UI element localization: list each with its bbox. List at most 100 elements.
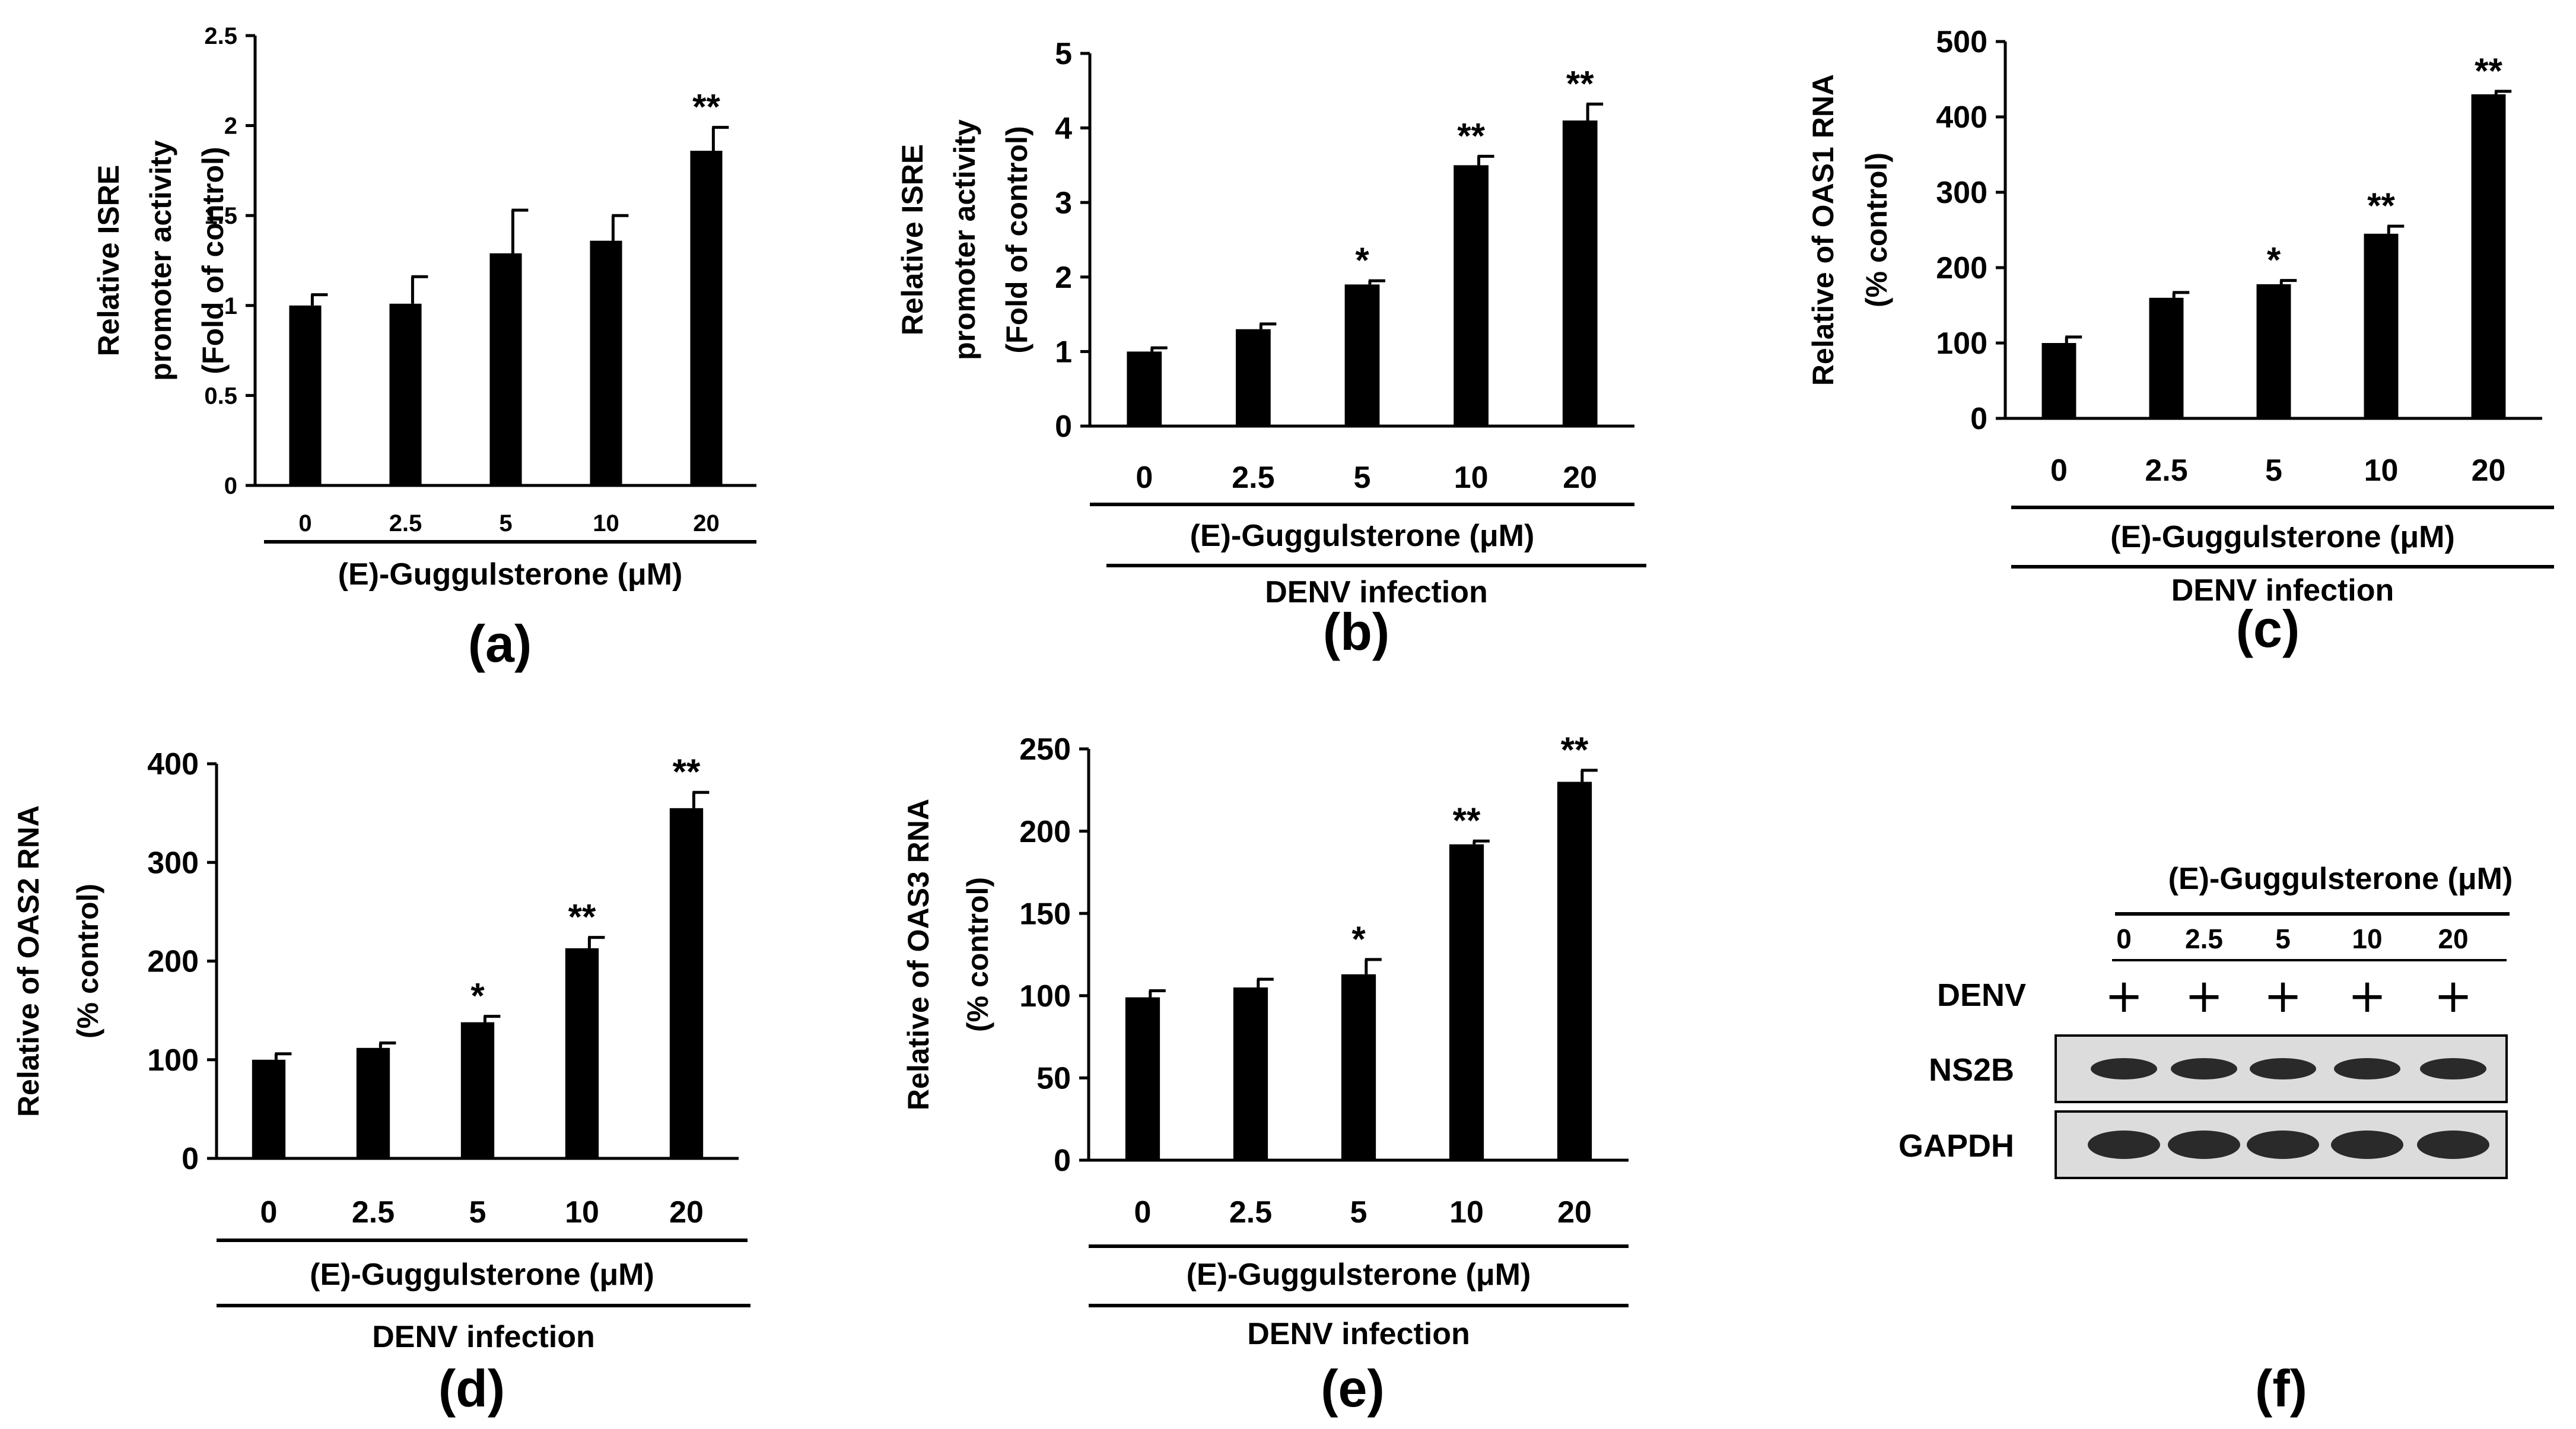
panel-label: (b) <box>1323 602 1389 661</box>
y-tick-label: 400 <box>147 747 199 782</box>
blot-band <box>2417 1131 2489 1159</box>
bar <box>1454 165 1489 426</box>
y-tick-label: 200 <box>1936 251 1987 285</box>
y-tick-label: 500 <box>1936 25 1987 59</box>
x-tick-label: 0 <box>1136 461 1153 495</box>
y-tick-label: 300 <box>1936 176 1987 210</box>
panel-a: 0 0.5 1 1.5 2 2.5 Relative ISRE promoter activi… <box>92 23 756 673</box>
bar <box>1557 782 1592 1160</box>
panel-b: 0 1 2 3 4 5 Relative ISRE promoter activity (Fol… <box>896 37 1646 661</box>
y-tick-label: 0 <box>224 473 237 499</box>
y-axis-title-line: (% control) <box>71 884 104 1039</box>
group-label: (E)-Guggulsterone (μM) <box>310 1257 654 1292</box>
y-axis-title-line: Relative ISRE <box>92 165 125 356</box>
bar <box>1125 997 1160 1160</box>
y-tick-label: 0 <box>1970 402 1987 436</box>
x-tick-label: 0 <box>1134 1195 1152 1230</box>
denv-plus-mark: + <box>2184 970 2223 1023</box>
bar <box>1127 351 1162 426</box>
x-tick-label: 10 <box>565 1195 599 1230</box>
bar <box>1449 844 1484 1160</box>
y-tick-label: 1 <box>1055 335 1072 370</box>
x-tick-label: 5 <box>2265 453 2282 488</box>
significance-mark: ** <box>1566 63 1594 103</box>
x-tick-label: 2.5 <box>352 1195 395 1230</box>
y-tick-label: 0 <box>182 1142 199 1176</box>
significance-mark: ** <box>2475 51 2502 91</box>
significance-mark: ** <box>1457 116 1485 155</box>
significance-mark: ** <box>568 897 596 937</box>
bar <box>2471 94 2506 418</box>
bar <box>2041 343 2076 418</box>
y-tick-label: 1 <box>224 293 237 319</box>
y-axis-title-line: Relative ISRE <box>896 144 929 335</box>
lane-label: 2.5 <box>2185 923 2223 954</box>
significance-mark: ** <box>1453 801 1481 840</box>
y-tick-label: 4 <box>1055 112 1072 146</box>
panel-label: (c) <box>2236 599 2300 658</box>
lane-label: 20 <box>2438 923 2468 954</box>
panel-label: (d) <box>438 1359 505 1418</box>
group-label: DENV infection <box>1247 1317 1470 1351</box>
x-tick-label: 5 <box>499 510 512 536</box>
y-tick-label: 150 <box>1019 897 1071 931</box>
bar <box>1236 329 1271 426</box>
blot-header: (E)-Guggulsterone (μM) <box>2168 862 2513 896</box>
y-tick-label: 3 <box>1055 186 1072 220</box>
bar <box>1341 974 1376 1160</box>
x-tick-label: 5 <box>1354 461 1371 495</box>
y-tick-label: 2.5 <box>204 23 237 49</box>
y-tick-label: 50 <box>1036 1062 1071 1096</box>
blot-band <box>2334 1058 2400 1079</box>
blot-band <box>2171 1058 2237 1079</box>
blot-band <box>2331 1131 2403 1159</box>
denv-row-label: DENV <box>1937 977 2026 1013</box>
bar <box>590 240 622 485</box>
x-tick-label: 0 <box>260 1195 278 1230</box>
y-tick-label: 5 <box>1055 37 1072 71</box>
bar <box>1233 987 1268 1160</box>
x-tick-label: 2.5 <box>2145 453 2187 488</box>
x-tick-label: 10 <box>1449 1195 1484 1230</box>
bar <box>289 305 322 485</box>
y-tick-label: 1.5 <box>204 203 237 229</box>
bar <box>1344 284 1380 426</box>
blot-band <box>2091 1058 2157 1079</box>
significance-mark: * <box>1351 919 1366 959</box>
group-label: (E)-Guggulsterone (μM) <box>1190 519 1535 553</box>
x-tick-label: 0 <box>2050 453 2068 488</box>
x-tick-label: 2.5 <box>1232 461 1274 495</box>
significance-mark: ** <box>673 752 701 792</box>
y-tick-label: 250 <box>1019 732 1071 767</box>
x-tick-label: 5 <box>1350 1195 1367 1230</box>
y-axis-title-line: (% control) <box>961 877 994 1032</box>
bar <box>565 948 599 1158</box>
x-tick-label: 10 <box>2364 453 2399 488</box>
bar <box>252 1059 286 1158</box>
y-tick-label: 0.5 <box>204 383 237 409</box>
group-label: DENV infection <box>2171 573 2394 608</box>
y-tick-label: 2 <box>1055 261 1072 295</box>
significance-mark: ** <box>1561 730 1589 770</box>
group-label: DENV infection <box>372 1320 595 1354</box>
y-axis-title-line: (Fold of control) <box>196 147 230 374</box>
x-tick-label: 5 <box>469 1195 486 1230</box>
blot-row-label: GAPDH <box>1898 1128 2014 1164</box>
lane-label: 0 <box>2116 923 2132 954</box>
denv-plus-mark: + <box>2104 970 2143 1023</box>
bar <box>356 1047 390 1158</box>
bar <box>489 253 522 485</box>
bar <box>1562 120 1598 427</box>
y-tick-label: 2 <box>224 113 237 139</box>
y-axis-title-line: Relative of OAS2 RNA <box>12 805 45 1117</box>
significance-mark: * <box>1355 240 1369 280</box>
x-tick-label: 20 <box>669 1195 704 1230</box>
y-axis-title-line: promoter activity <box>948 119 981 360</box>
bar <box>2364 233 2399 418</box>
x-tick-label: 20 <box>2472 453 2506 488</box>
bar <box>2256 284 2291 418</box>
significance-mark: * <box>470 976 485 1016</box>
x-tick-label: 20 <box>1557 1195 1592 1230</box>
blot-row-label: NS2B <box>1929 1052 2014 1088</box>
